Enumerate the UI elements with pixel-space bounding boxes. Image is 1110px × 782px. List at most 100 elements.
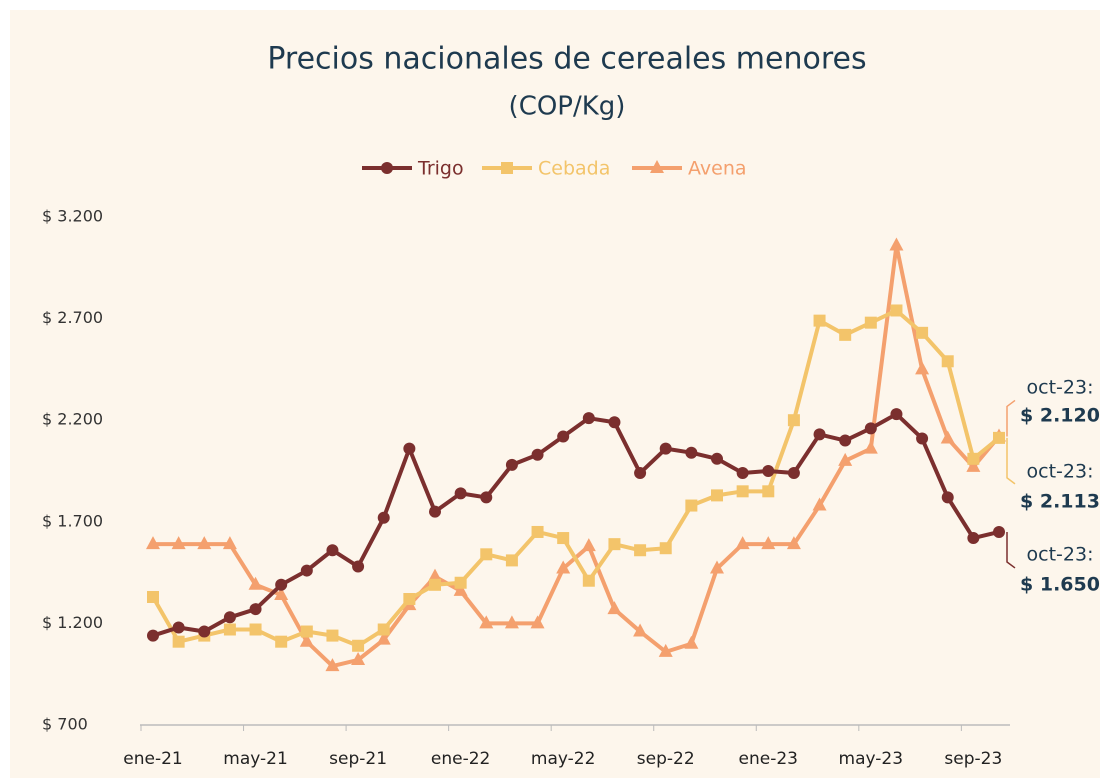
data-point <box>967 452 980 465</box>
data-point <box>864 316 877 329</box>
data-point <box>556 560 571 574</box>
data-point <box>736 485 749 498</box>
data-point <box>274 586 289 600</box>
data-point <box>659 442 672 455</box>
data-point <box>634 467 647 480</box>
data-point <box>813 428 826 441</box>
data-point <box>222 536 237 550</box>
data-point <box>504 615 519 629</box>
chart-background <box>10 10 1100 778</box>
data-point <box>711 452 723 465</box>
data-point <box>711 489 723 502</box>
data-point <box>787 467 800 480</box>
data-point <box>863 440 878 454</box>
y-tick-label: $ 700 <box>42 715 88 734</box>
data-point <box>428 568 442 582</box>
data-point <box>198 625 211 638</box>
x-tick-label: sep-22 <box>637 749 695 769</box>
data-point <box>505 554 518 567</box>
chart-subtitle: (COP/Kg) <box>509 92 626 122</box>
end-label-value: $ 2.120 <box>1020 405 1100 427</box>
data-point <box>299 633 314 647</box>
data-point <box>352 639 365 652</box>
data-point <box>403 442 416 455</box>
data-point <box>839 434 852 447</box>
legend-label: Trigo <box>417 158 464 180</box>
data-point <box>762 485 775 498</box>
data-point <box>736 467 749 480</box>
data-point <box>249 623 262 636</box>
data-point <box>735 536 750 550</box>
data-point <box>813 314 826 327</box>
data-point <box>147 590 159 603</box>
data-point <box>890 408 903 421</box>
data-point <box>197 536 212 550</box>
data-point <box>275 635 288 648</box>
end-label-date: oct-23: <box>1027 461 1094 483</box>
legend-label: Cebada <box>538 158 610 180</box>
data-point <box>530 615 545 629</box>
data-point <box>479 615 494 629</box>
y-tick-label: $ 1.200 <box>42 613 103 632</box>
data-point <box>993 431 1005 444</box>
data-point <box>608 416 621 429</box>
legend-label: Avena <box>688 158 747 180</box>
data-point <box>351 651 366 665</box>
data-point <box>812 497 827 511</box>
end-label-date: oct-23: <box>1027 377 1094 399</box>
data-point <box>941 491 954 504</box>
end-label-date: oct-23: <box>1027 544 1094 566</box>
x-tick-label: sep-21 <box>329 749 387 769</box>
data-point <box>941 355 954 368</box>
data-point <box>916 432 929 445</box>
data-point <box>275 578 288 591</box>
data-point <box>685 446 698 459</box>
end-label-value: $ 1.650 <box>1020 574 1100 596</box>
data-point <box>376 631 391 645</box>
data-point <box>248 576 263 590</box>
data-point <box>557 532 570 545</box>
data-point <box>890 304 903 317</box>
data-point <box>429 505 441 518</box>
data-point <box>787 414 800 427</box>
data-point <box>172 621 185 634</box>
data-point <box>650 160 664 173</box>
data-point <box>582 412 595 425</box>
data-point <box>480 491 493 504</box>
data-point <box>710 560 724 574</box>
data-point <box>223 623 236 636</box>
data-point <box>403 593 416 606</box>
data-point <box>659 542 672 555</box>
x-tick-label: may-21 <box>223 749 288 769</box>
y-tick-label: $ 1.700 <box>42 511 103 530</box>
data-point <box>147 629 159 642</box>
data-point <box>429 578 441 591</box>
data-point <box>786 536 801 550</box>
data-point <box>993 525 1005 538</box>
data-point <box>381 162 393 174</box>
data-point <box>940 430 955 444</box>
data-point <box>454 576 467 589</box>
label-connector <box>1006 531 1016 569</box>
data-point <box>501 162 513 174</box>
data-point <box>685 499 698 512</box>
end-label-value: $ 2.113 <box>1020 491 1100 513</box>
data-point <box>300 564 313 577</box>
data-point <box>454 487 467 500</box>
data-point <box>582 574 595 587</box>
chart-title: Precios nacionales de cereales menores <box>267 42 866 77</box>
y-tick-label: $ 3.200 <box>42 207 103 226</box>
x-tick-label: may-23 <box>839 749 904 769</box>
data-point <box>557 430 570 443</box>
data-point <box>915 361 930 375</box>
data-point <box>505 458 518 471</box>
data-point <box>634 544 647 557</box>
y-tick-label: $ 2.700 <box>42 308 103 327</box>
data-point <box>171 536 186 550</box>
data-point <box>608 538 621 551</box>
data-point <box>377 623 390 636</box>
data-point <box>377 511 390 524</box>
y-tick-label: $ 2.200 <box>42 410 103 429</box>
data-point <box>633 623 648 637</box>
